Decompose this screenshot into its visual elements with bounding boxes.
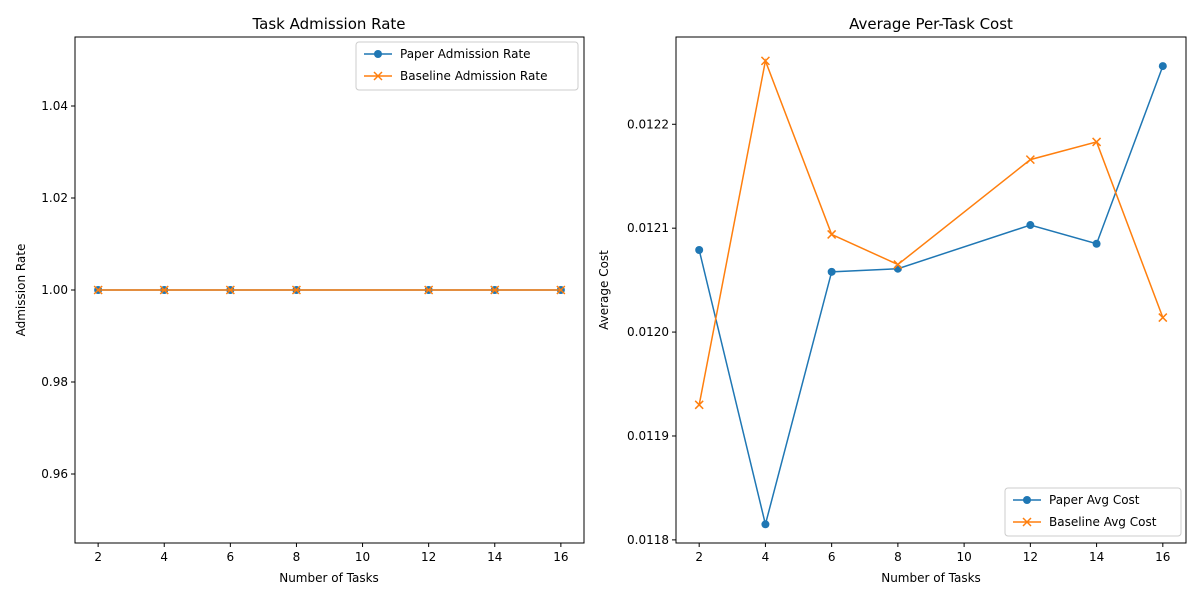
- data-point: [1025, 155, 1035, 165]
- data-point: [827, 267, 836, 276]
- x-tick-label: 16: [1155, 550, 1170, 564]
- legend-label: Paper Avg Cost: [1049, 493, 1140, 507]
- data-point: [1026, 221, 1035, 230]
- legend-marker: [374, 50, 382, 58]
- y-tick-label: 1.00: [41, 283, 68, 297]
- legend-frame: [1004, 487, 1182, 537]
- y-tick-label: 0.0120: [627, 325, 669, 339]
- x-axis-label: Number of Tasks: [279, 571, 379, 585]
- legend-marker: [1022, 517, 1032, 527]
- y-tick-label: 0.0122: [627, 117, 669, 131]
- x-tick-label: 10: [956, 550, 971, 564]
- data-point: [1092, 239, 1101, 248]
- x-tick-label: 8: [293, 550, 301, 564]
- legend: Paper Avg Cost Baseline Avg Cost: [1004, 487, 1182, 537]
- x-tick-label: 2: [94, 550, 102, 564]
- x-tick-label: 16: [553, 550, 568, 564]
- x-tick-label: 2: [695, 550, 703, 564]
- chart-title: Average Per-Task Cost: [849, 15, 1013, 33]
- data-point: [1158, 313, 1168, 323]
- y-tick-label: 1.04: [41, 99, 68, 113]
- legend-frame: [355, 41, 579, 91]
- data-point: [159, 285, 169, 295]
- legend-label: Paper Admission Rate: [400, 47, 531, 61]
- y-tick-label: 0.0121: [627, 221, 669, 235]
- y-tick-label: 0.96: [41, 467, 68, 481]
- data-point: [1092, 137, 1102, 147]
- plot-frame: [675, 36, 1187, 544]
- x-tick-label: 14: [487, 550, 502, 564]
- x-tick-label: 8: [894, 550, 902, 564]
- chart-admission-rate: Task Admission Rate Number of Tasks Admi…: [14, 15, 585, 585]
- legend-marker: [1023, 496, 1031, 504]
- data-point: [490, 285, 500, 295]
- chart-average-cost: Average Per-Task Cost Number of Tasks Av…: [597, 15, 1187, 585]
- y-tick-label: 0.0118: [627, 533, 669, 547]
- x-tick-label: 6: [227, 550, 235, 564]
- data-point: [761, 520, 770, 529]
- x-tick-label: 6: [828, 550, 836, 564]
- data-point: [225, 285, 235, 295]
- series-line-1: [698, 65, 1164, 525]
- plot-marks: 2 4 6 8 10 12 14 16 0.96 0.98 1.00 1.02 1.04: [41, 99, 568, 564]
- data-point: [760, 56, 770, 66]
- y-tick-label: 0.0119: [627, 429, 669, 443]
- data-point: [291, 285, 301, 295]
- legend-label: Baseline Avg Cost: [1049, 515, 1157, 529]
- chart-title: Task Admission Rate: [251, 15, 405, 33]
- x-tick-label: 4: [160, 550, 168, 564]
- legend: Paper Admission Rate Baseline Admission R…: [355, 41, 579, 91]
- data-point: [695, 245, 704, 254]
- legend-marker: [373, 71, 383, 81]
- plot-marks: 2 4 6 8 10 12 14 16 0.0118 0.0119 0.0120 0.0121 0.01…: [627, 56, 1170, 564]
- data-point: [1158, 62, 1167, 71]
- y-axis-label: Admission Rate: [14, 244, 28, 337]
- x-tick-label: 12: [421, 550, 436, 564]
- y-axis-label: Average Cost: [597, 250, 611, 330]
- series-line-2: [698, 58, 1164, 405]
- x-tick-label: 4: [762, 550, 770, 564]
- x-tick-label: 14: [1089, 550, 1104, 564]
- x-tick-label: 12: [1023, 550, 1038, 564]
- y-tick-label: 0.98: [41, 375, 68, 389]
- data-point: [694, 400, 704, 410]
- x-tick-label: 10: [355, 550, 370, 564]
- data-point: [556, 285, 566, 295]
- data-point: [93, 285, 103, 295]
- data-point: [424, 285, 434, 295]
- data-point: [827, 229, 837, 239]
- y-tick-label: 1.02: [41, 191, 68, 205]
- x-axis-label: Number of Tasks: [881, 571, 981, 585]
- legend-label: Baseline Admission Rate: [400, 69, 547, 83]
- data-point: [893, 260, 903, 270]
- data-point: [893, 264, 902, 273]
